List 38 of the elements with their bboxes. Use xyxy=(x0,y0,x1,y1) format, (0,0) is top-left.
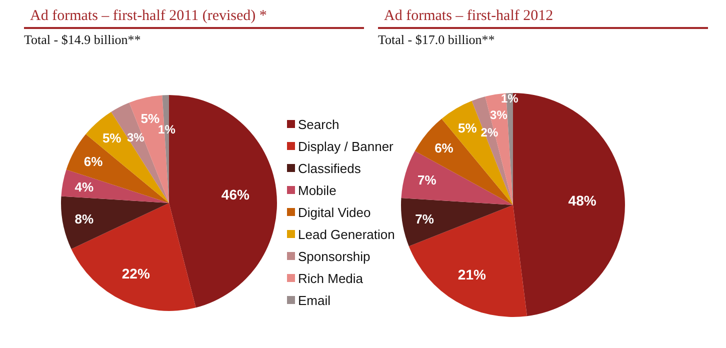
chart-subtitle: Total - $17.0 billion** xyxy=(378,31,496,48)
pie-slice xyxy=(71,203,196,311)
legend-label: Display / Banner xyxy=(298,138,394,154)
data-label: 7% xyxy=(415,212,434,227)
data-label: 1% xyxy=(158,122,176,137)
legend-label: Email xyxy=(298,292,331,308)
legend-label: Classifieds xyxy=(298,160,361,176)
pie-slice xyxy=(66,134,169,203)
pie-slice xyxy=(61,196,169,249)
data-label: 21% xyxy=(458,266,487,282)
data-label: 5% xyxy=(140,111,160,126)
data-label: 6% xyxy=(84,154,104,169)
pie-slice xyxy=(401,198,513,246)
pie-slice xyxy=(61,170,169,203)
chart-subtitle: Total - $14.9 billion** xyxy=(24,32,141,47)
data-label: 3% xyxy=(126,130,145,145)
data-label: 22% xyxy=(122,265,150,282)
legend-label: Digital Video xyxy=(298,204,371,220)
data-label: 48% xyxy=(568,192,597,209)
legend-label: Lead Generation xyxy=(298,226,395,242)
data-label: 8% xyxy=(74,212,94,227)
data-label: 5% xyxy=(458,120,478,136)
legend-label: Search xyxy=(298,116,340,132)
data-label: 1% xyxy=(500,92,519,106)
pie-slice xyxy=(408,205,528,317)
data-label: 4% xyxy=(74,179,94,194)
chart-title: Ad formats – first-half 2012 xyxy=(378,8,708,29)
data-label: 5% xyxy=(102,130,122,146)
pie-slice xyxy=(414,118,513,205)
data-label: 6% xyxy=(434,140,454,156)
chart-title: Ad formats – first-half 2011 (revised) * xyxy=(24,8,364,29)
pie-slice xyxy=(401,151,513,205)
legend-label: Mobile xyxy=(298,182,336,198)
data-label: 46% xyxy=(221,186,250,203)
legend-label: Rich Media xyxy=(298,270,364,286)
data-label: 7% xyxy=(418,172,437,188)
legend-label: Sponsorship xyxy=(298,248,370,264)
data-label: 3% xyxy=(490,108,508,122)
